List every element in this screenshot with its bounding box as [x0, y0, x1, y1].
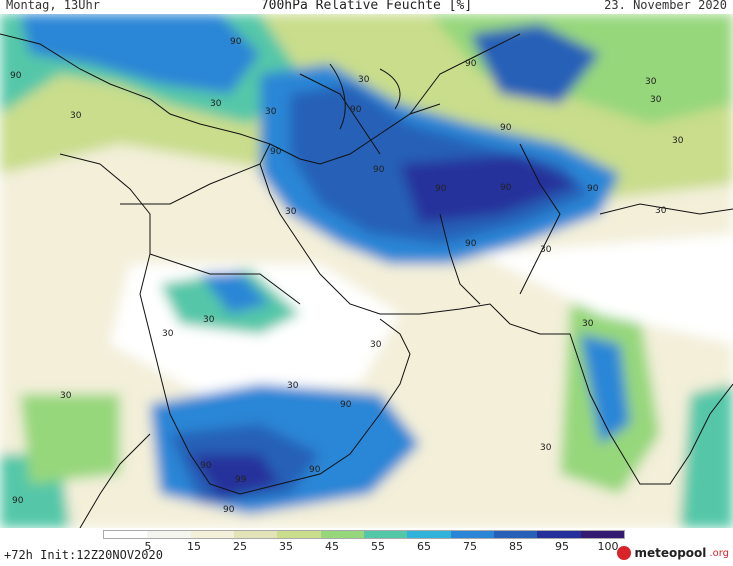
valid-time-label: Montag, 13Uhr: [6, 0, 100, 12]
contour-labels: 90 90 30 90 30 30 90 90 90 90 30 30 30 9…: [10, 37, 684, 515]
contour-label: 30: [655, 206, 667, 216]
contour-label: 30: [582, 319, 594, 329]
colorbar-swatch: [320, 531, 364, 538]
contour-label: 30: [287, 381, 299, 391]
meteopool-logo[interactable]: meteopool .org: [617, 546, 729, 560]
contour-label: 30: [162, 329, 174, 339]
contour-label: 30: [203, 315, 215, 325]
valid-date-label: 23. November 2020: [604, 0, 727, 12]
colorbar-swatch: [493, 531, 538, 538]
contour-label: 90: [500, 123, 512, 133]
contour-label: 30: [540, 443, 552, 453]
colorbar-tick: 25: [233, 540, 247, 553]
colorbar-swatch: [580, 531, 624, 538]
colorbar-swatch: [363, 531, 408, 538]
colorbar-swatch: [407, 531, 451, 538]
colorbar: [103, 530, 625, 539]
contour-label: 90: [12, 496, 24, 506]
map-header: Montag, 13Uhr 700hPa Relative Feuchte [%…: [0, 0, 733, 14]
contour-label: 90: [200, 461, 212, 471]
contour-label: 30: [370, 340, 382, 350]
colorbar-swatch: [190, 531, 234, 538]
colorbar-swatch: [277, 531, 321, 538]
contour-label: 30: [285, 207, 297, 217]
contour-label: 30: [210, 99, 222, 109]
contour-label: 90: [587, 184, 599, 194]
colorbar-swatch: [233, 531, 278, 538]
colorbar-tick: 5: [144, 540, 152, 553]
colorbar-ticks: 5 15 25 35 45 55 65 75 85 95 100: [0, 540, 733, 554]
colorbar-tick: 100: [597, 540, 619, 553]
contour-label: 90: [223, 505, 235, 515]
contour-label: 90: [465, 239, 477, 249]
contour-label: 90: [500, 183, 512, 193]
contour-label: 90: [350, 105, 362, 115]
contour-label: 30: [60, 391, 72, 401]
colorbar-tick: 65: [417, 540, 431, 553]
colorbar-swatch: [147, 531, 191, 538]
contour-label: 30: [358, 75, 370, 85]
humidity-field: [0, 14, 733, 528]
contour-label: 90: [309, 465, 321, 475]
contour-label: 30: [650, 95, 662, 105]
map-title: 700hPa Relative Feuchte [%]: [260, 0, 473, 13]
colorbar-tick: 15: [187, 540, 201, 553]
logo-suffix: .org: [709, 547, 729, 559]
contour-label: 30: [265, 107, 277, 117]
contour-label: 90: [340, 400, 352, 410]
contour-label: 30: [645, 77, 657, 87]
colorbar-tick: 85: [509, 540, 523, 553]
colorbar-tick: 75: [463, 540, 477, 553]
contour-label: 90: [435, 184, 447, 194]
contour-label: 30: [70, 111, 82, 121]
logo-text: meteopool: [634, 546, 707, 560]
contour-label: 90: [465, 59, 477, 69]
contour-label: 99: [235, 475, 247, 485]
contour-label: 90: [230, 37, 242, 47]
coastlines: [0, 33, 733, 528]
colorbar-tick: 45: [325, 540, 339, 553]
contour-label: 90: [270, 147, 282, 157]
colorbar-swatch: [104, 531, 148, 538]
contour-label: 30: [540, 245, 552, 255]
contour-label: 90: [10, 71, 22, 81]
contour-label: 90: [373, 165, 385, 175]
colorbar-swatch: [450, 531, 494, 538]
humidity-map: 90 90 30 90 30 30 90 90 90 90 30 30 30 9…: [0, 14, 733, 528]
colorbar-tick: 35: [279, 540, 293, 553]
colorbar-swatch: [537, 531, 581, 538]
forecast-init-label: +72h Init:12Z20NOV2020: [4, 548, 163, 562]
contour-label: 30: [672, 136, 684, 146]
colorbar-tick: 95: [555, 540, 569, 553]
colorbar-tick: 55: [371, 540, 385, 553]
meteopool-logo-icon: [617, 546, 632, 560]
